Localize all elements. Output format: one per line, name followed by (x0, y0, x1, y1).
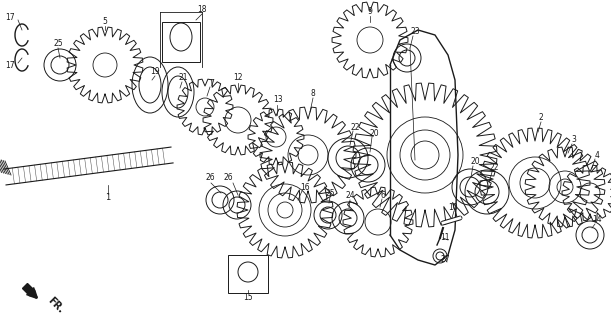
Text: 13: 13 (273, 95, 283, 105)
Text: 20: 20 (470, 157, 480, 166)
Text: 6: 6 (381, 190, 386, 199)
Text: 23: 23 (410, 28, 420, 36)
Text: 14: 14 (592, 215, 602, 225)
Text: 5: 5 (103, 18, 108, 27)
Text: 12: 12 (233, 74, 243, 83)
Text: 20: 20 (369, 129, 379, 138)
Text: 7: 7 (210, 78, 214, 87)
Text: 19: 19 (150, 68, 160, 76)
Text: 27: 27 (440, 255, 450, 265)
Text: 1: 1 (105, 194, 111, 203)
Text: FR.: FR. (46, 296, 65, 316)
Text: 4: 4 (595, 150, 599, 159)
Bar (162, 22, 200, 62)
Text: 9: 9 (368, 7, 373, 17)
Text: 17: 17 (5, 61, 15, 70)
Text: 8: 8 (310, 90, 315, 99)
Text: 22: 22 (350, 123, 360, 132)
Text: 2: 2 (539, 114, 543, 123)
Text: 18: 18 (197, 5, 207, 14)
FancyArrow shape (23, 284, 36, 297)
Text: 25: 25 (325, 188, 335, 197)
Text: 24: 24 (345, 191, 355, 201)
Text: 11: 11 (441, 234, 450, 243)
Bar (228, 255, 268, 293)
Text: 10: 10 (448, 203, 458, 212)
Text: 26: 26 (205, 173, 215, 182)
Text: 21: 21 (178, 74, 188, 83)
Text: 22: 22 (489, 164, 499, 172)
Text: 15: 15 (243, 293, 253, 302)
Text: 25: 25 (53, 39, 63, 49)
Text: 16: 16 (300, 182, 310, 191)
Text: 17: 17 (5, 12, 15, 21)
Text: 26: 26 (223, 173, 233, 182)
Text: 3: 3 (571, 135, 576, 145)
